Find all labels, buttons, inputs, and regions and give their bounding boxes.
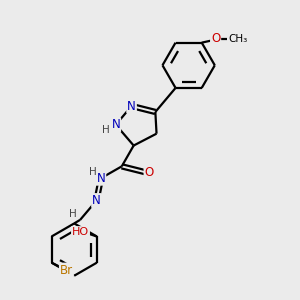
Text: HO: HO: [72, 227, 89, 237]
Text: O: O: [145, 166, 154, 179]
Text: H: H: [69, 209, 76, 220]
Text: CH₃: CH₃: [228, 34, 248, 44]
Text: N: N: [127, 100, 136, 112]
Text: N: N: [97, 172, 105, 185]
Text: Br: Br: [60, 264, 73, 277]
Text: H: H: [102, 125, 110, 135]
Text: N: N: [111, 118, 120, 131]
Text: H: H: [89, 167, 97, 177]
Text: N: N: [92, 194, 101, 207]
Text: O: O: [211, 32, 220, 45]
